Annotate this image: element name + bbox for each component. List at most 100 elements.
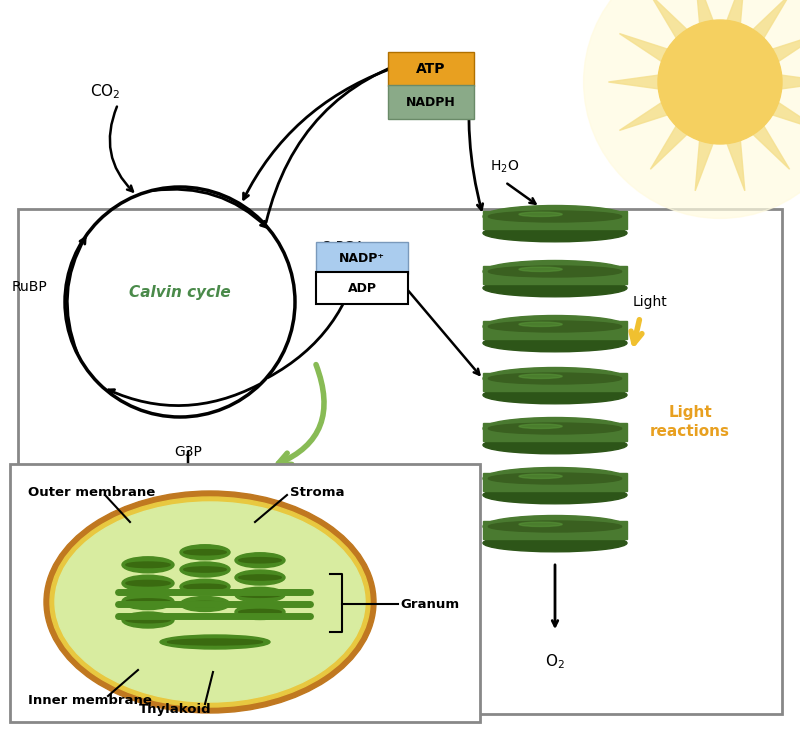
FancyBboxPatch shape (388, 52, 474, 86)
Text: Light
reactions: Light reactions (650, 406, 730, 438)
Ellipse shape (235, 605, 285, 619)
Ellipse shape (160, 635, 270, 649)
Text: O$_2$: O$_2$ (545, 652, 565, 671)
Ellipse shape (488, 373, 622, 384)
Ellipse shape (238, 609, 282, 615)
Ellipse shape (126, 580, 170, 586)
Text: ADP: ADP (347, 282, 377, 294)
Ellipse shape (519, 267, 562, 272)
Polygon shape (725, 134, 745, 191)
Ellipse shape (238, 575, 282, 580)
Bar (483, 423, 627, 441)
Ellipse shape (483, 367, 627, 389)
Polygon shape (695, 0, 715, 30)
Ellipse shape (519, 212, 562, 217)
Ellipse shape (126, 599, 170, 605)
Bar (483, 211, 627, 228)
Ellipse shape (483, 436, 627, 454)
Bar (483, 321, 627, 339)
Ellipse shape (519, 522, 562, 526)
Ellipse shape (483, 534, 627, 552)
Polygon shape (608, 74, 665, 90)
Ellipse shape (180, 579, 230, 594)
Polygon shape (650, 120, 692, 169)
Ellipse shape (167, 639, 262, 645)
Ellipse shape (180, 562, 230, 577)
Ellipse shape (238, 592, 282, 597)
Circle shape (583, 0, 800, 218)
Ellipse shape (488, 423, 622, 434)
Ellipse shape (184, 602, 226, 607)
Text: 3-PGA: 3-PGA (323, 240, 366, 254)
Bar (483, 521, 627, 539)
Ellipse shape (184, 550, 226, 555)
Circle shape (658, 20, 782, 144)
Text: Thylakoid: Thylakoid (138, 703, 211, 717)
Ellipse shape (483, 335, 627, 352)
Text: Calvin cycle: Calvin cycle (129, 285, 231, 299)
Ellipse shape (483, 279, 627, 296)
Polygon shape (766, 34, 800, 65)
Bar (18, 209, 782, 714)
Ellipse shape (483, 486, 627, 504)
Polygon shape (766, 99, 800, 130)
Text: Sugar: Sugar (168, 505, 208, 519)
Text: RuBP: RuBP (11, 280, 47, 294)
Ellipse shape (488, 521, 622, 532)
Polygon shape (619, 99, 674, 130)
FancyBboxPatch shape (388, 85, 474, 119)
Polygon shape (650, 0, 692, 44)
Bar (483, 373, 627, 391)
FancyBboxPatch shape (316, 242, 408, 274)
Ellipse shape (55, 502, 365, 702)
Text: CO$_2$: CO$_2$ (90, 83, 120, 101)
Text: Granum: Granum (400, 597, 459, 610)
Ellipse shape (488, 211, 622, 222)
Ellipse shape (44, 491, 376, 713)
Text: Outer membrane: Outer membrane (28, 485, 155, 498)
Text: Light: Light (633, 295, 667, 309)
Ellipse shape (122, 612, 174, 628)
Ellipse shape (488, 321, 622, 332)
Ellipse shape (122, 594, 174, 610)
Text: G3P: G3P (174, 445, 202, 459)
Ellipse shape (126, 562, 170, 567)
Ellipse shape (519, 374, 562, 378)
Ellipse shape (126, 617, 170, 623)
Ellipse shape (238, 558, 282, 563)
Polygon shape (775, 74, 800, 90)
Polygon shape (725, 0, 745, 30)
Bar (483, 473, 627, 490)
Polygon shape (619, 34, 674, 65)
Bar (483, 266, 627, 283)
Ellipse shape (483, 386, 627, 404)
Polygon shape (748, 0, 790, 44)
Bar (10, 464, 480, 722)
Ellipse shape (180, 545, 230, 560)
Ellipse shape (184, 584, 226, 589)
Ellipse shape (180, 597, 230, 611)
Text: NADP⁺: NADP⁺ (339, 252, 385, 264)
Text: Stroma: Stroma (290, 485, 345, 498)
Ellipse shape (483, 261, 627, 283)
Ellipse shape (483, 468, 627, 490)
Ellipse shape (184, 567, 226, 572)
Polygon shape (748, 120, 790, 169)
Ellipse shape (488, 266, 622, 277)
Ellipse shape (122, 575, 174, 591)
Ellipse shape (122, 557, 174, 573)
Ellipse shape (519, 474, 562, 479)
Ellipse shape (483, 224, 627, 242)
Ellipse shape (519, 424, 562, 428)
Ellipse shape (235, 553, 285, 568)
Ellipse shape (519, 322, 562, 326)
Ellipse shape (483, 206, 627, 228)
Text: ATP: ATP (416, 62, 446, 76)
Text: NADPH: NADPH (406, 95, 456, 108)
Ellipse shape (483, 315, 627, 337)
Polygon shape (695, 134, 715, 191)
Text: Inner membrane: Inner membrane (28, 693, 152, 706)
Ellipse shape (483, 417, 627, 439)
Text: H$_2$O: H$_2$O (490, 159, 520, 175)
Ellipse shape (488, 473, 622, 484)
